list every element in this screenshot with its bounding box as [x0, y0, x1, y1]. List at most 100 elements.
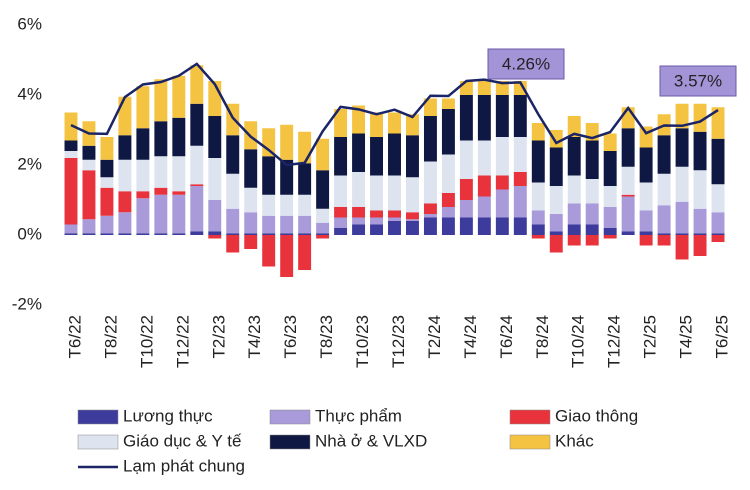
- bar-segment: [316, 170, 330, 209]
- x-tick-label: T8/22: [101, 315, 120, 358]
- bar-segment: [82, 219, 96, 234]
- legend-label: Thực phẩm: [315, 406, 402, 425]
- bar-segment: [406, 114, 419, 136]
- bar-segment: [172, 191, 186, 195]
- bar-segment: [262, 194, 276, 216]
- bar-segment: [298, 194, 312, 216]
- bar-segment: [639, 182, 653, 211]
- bar-segment: [154, 156, 168, 188]
- x-tick-label: T12/22: [173, 315, 192, 368]
- bar-segment: [585, 224, 599, 235]
- x-tick-label: T8/23: [317, 315, 336, 358]
- bar-segment: [154, 187, 168, 195]
- bar-segment: [82, 145, 96, 160]
- bar-segment: [531, 182, 545, 211]
- bar-segment: [423, 203, 437, 214]
- bar-segment: [154, 79, 168, 122]
- bar-segment: [334, 228, 348, 235]
- bar-segment: [190, 65, 204, 104]
- bar-segment: [495, 189, 509, 218]
- x-tick-label: T2/23: [209, 315, 228, 358]
- bar-segment: [316, 208, 330, 223]
- bar-segment: [513, 186, 527, 218]
- bar-segment: [585, 203, 599, 225]
- bar-segment: [639, 126, 653, 148]
- bar-segment: [549, 235, 563, 253]
- bar-segment: [693, 103, 707, 132]
- bar-segment: [100, 137, 114, 160]
- legend-swatch: [269, 434, 311, 450]
- bar-segment: [441, 98, 455, 109]
- bar-segment: [226, 235, 240, 253]
- bar-segment: [406, 221, 419, 235]
- bar-segment: [657, 233, 671, 235]
- bar-segment: [657, 205, 671, 234]
- bar-segment: [388, 133, 401, 176]
- bar-segment: [298, 131, 312, 164]
- bar-segment: [657, 135, 671, 174]
- bar-segment: [262, 156, 276, 195]
- bar-segment: [352, 172, 366, 207]
- x-tick-label: T4/24: [461, 315, 480, 358]
- legend-label: Nhà ở & VLXD: [315, 431, 427, 450]
- bar-segment: [477, 140, 491, 176]
- bar-segment: [64, 151, 78, 158]
- x-tick-label: T10/24: [569, 315, 588, 368]
- bar-segment: [334, 217, 348, 228]
- bar-segment: [388, 112, 401, 134]
- bar-segment: [549, 231, 563, 235]
- bar-segment: [531, 140, 545, 183]
- bar-segment: [190, 184, 204, 186]
- bar-segment: [64, 233, 78, 235]
- bar-segment: [567, 175, 581, 204]
- bar-segment: [603, 151, 617, 186]
- bar-segment: [370, 137, 383, 176]
- bar-segment: [118, 159, 132, 192]
- bar-segment: [477, 217, 491, 235]
- line: [70, 62, 719, 167]
- bar-segment: [208, 116, 222, 158]
- bar-segment: [64, 158, 78, 225]
- bar-segment: [459, 217, 473, 235]
- bar-segment: [298, 235, 312, 270]
- bar-segment: [585, 235, 599, 246]
- bar-segment: [316, 233, 330, 235]
- bar-segment: [513, 172, 527, 186]
- bar-segment: [495, 137, 509, 176]
- bar-segment: [352, 207, 366, 218]
- bar-segment: [621, 107, 635, 129]
- bar-segment: [316, 138, 330, 171]
- bar-segment: [244, 235, 258, 249]
- bar-segment: [64, 224, 78, 234]
- bar-segment: [639, 231, 653, 235]
- x-tick-label: T10/23: [353, 315, 372, 368]
- x-tick-label: T10/22: [137, 315, 156, 368]
- bar-segment: [352, 217, 366, 225]
- bar-segment: [190, 231, 204, 235]
- bar-segment: [693, 208, 707, 234]
- bar-segment: [226, 135, 240, 174]
- bar-segment: [352, 105, 366, 134]
- bar-segment: [603, 235, 617, 239]
- bar-segment: [154, 194, 168, 234]
- bar-segment: [549, 186, 563, 214]
- bar-segment: [226, 173, 240, 209]
- x-tick-label: T6/23: [281, 315, 300, 358]
- bar-segment: [316, 222, 330, 234]
- x-tick-label: T12/23: [389, 315, 408, 368]
- bar-segment: [208, 158, 222, 200]
- bar-segment: [118, 135, 132, 160]
- bar-segment: [549, 130, 563, 148]
- bar-segment: [423, 98, 437, 116]
- bar-segment: [657, 173, 671, 206]
- bar-segment: [82, 233, 96, 235]
- bar-segment: [406, 212, 419, 220]
- bar-segment: [441, 207, 455, 218]
- bar-segment: [298, 163, 312, 195]
- bar-segment: [441, 109, 455, 155]
- bar-segment: [226, 233, 240, 235]
- legend-label: Giao thông: [555, 406, 638, 425]
- bar-segment: [136, 198, 150, 234]
- bar-segment: [190, 103, 204, 146]
- bar-segment: [621, 231, 635, 235]
